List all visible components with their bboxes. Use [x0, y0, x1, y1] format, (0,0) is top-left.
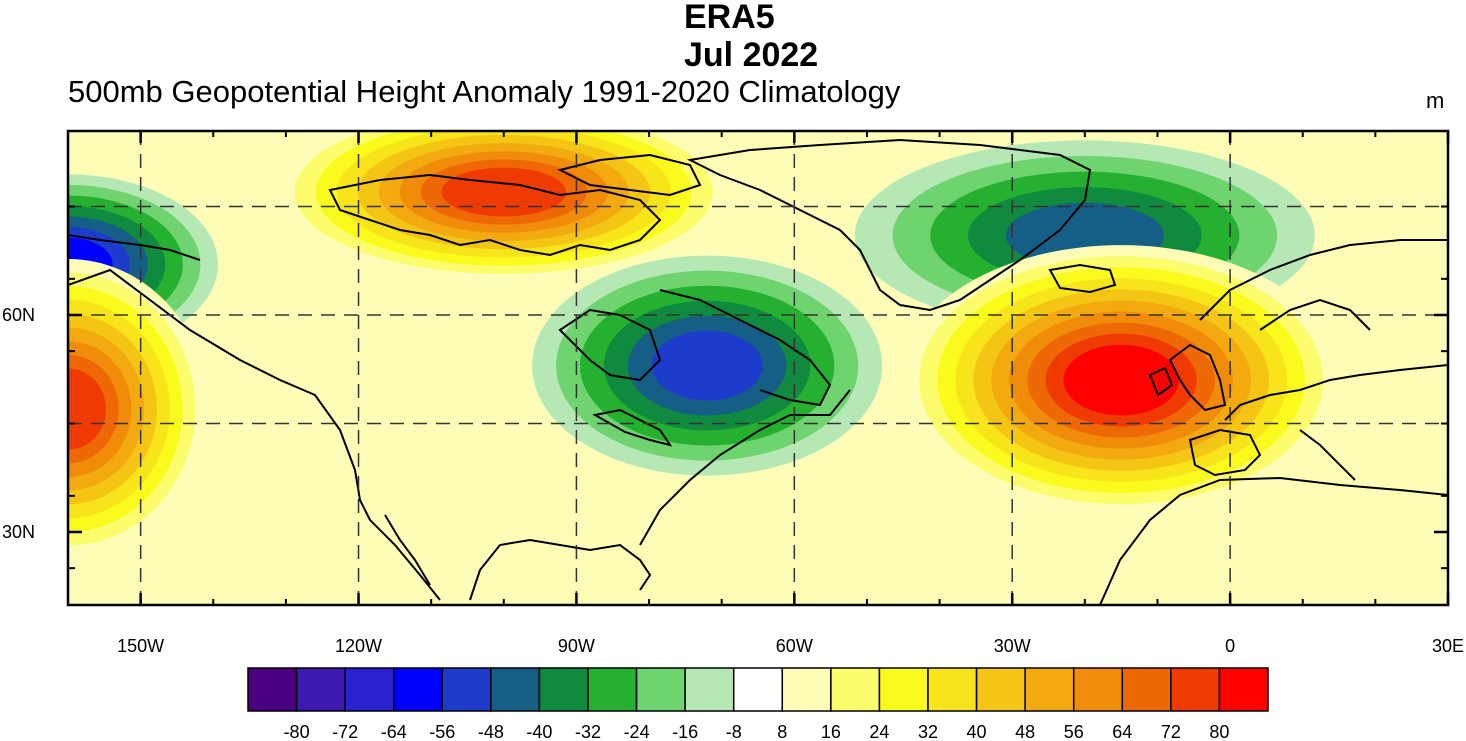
colorbar-swatch: [781, 667, 832, 712]
colorbar-label: -32: [575, 722, 601, 741]
colorbar-label: -48: [478, 722, 504, 741]
colorbar-swatch: [975, 667, 1026, 712]
lon-tick-label: 30E: [1432, 636, 1464, 656]
colorbar-label: 24: [869, 722, 889, 741]
us-east-coast: [639, 389, 851, 546]
labrador: [659, 289, 832, 407]
colorbar-label: -80: [284, 722, 310, 741]
lon-tick-label: 120W: [335, 636, 382, 656]
colorbar-swatch: [538, 667, 589, 712]
hudson-bay: [558, 308, 662, 382]
ireland: [1148, 366, 1174, 397]
colorbar-swatch: [684, 667, 735, 712]
great-lakes: [592, 408, 673, 447]
colorbar-label: -8: [726, 722, 742, 741]
colorbar-label: 72: [1161, 722, 1181, 741]
colorbar-label: -40: [526, 722, 552, 741]
colorbar-swatch: [927, 667, 978, 712]
colorbar-swatch: [1072, 667, 1124, 712]
scandinavia-south: [1259, 298, 1371, 331]
colorbar-swatch: [1121, 667, 1172, 712]
colorbar-label: 8: [777, 722, 787, 741]
baja-coast: [384, 514, 431, 586]
coastlines: [68, 138, 1448, 605]
colorbar-label: 16: [821, 722, 841, 741]
colorbar-label: 80: [1209, 722, 1229, 741]
lat-tick-label: 30N: [2, 522, 35, 542]
colorbar-swatch: [247, 667, 298, 712]
colorbar-swatch: [732, 667, 784, 712]
colorbar-swatch: [1024, 667, 1075, 712]
ellesmere: [557, 153, 702, 197]
period-title: Jul 2022: [684, 36, 819, 74]
lat-tick-label: 60N: [2, 305, 35, 325]
lon-tick-label: 90W: [558, 636, 595, 656]
colorbar-swatch: [878, 667, 929, 712]
na-pacific-coast: [68, 268, 441, 601]
colorbar-swatch: [344, 667, 395, 712]
colorbar-swatch: [830, 667, 881, 712]
colorbar-label: 48: [1015, 722, 1035, 741]
colorbar-label: 32: [918, 722, 938, 741]
colorbar-swatch: [295, 667, 346, 712]
colorbar-swatch: [1218, 667, 1269, 712]
lon-tick-label: 30W: [994, 636, 1031, 656]
colorbar-swatch: [1170, 667, 1221, 712]
units-label: m: [1426, 88, 1445, 113]
map-subtitle: 500mb Geopotential Height Anomaly 1991-2…: [68, 74, 901, 109]
map-frame: [66, 129, 1450, 607]
contour-band: [651, 330, 763, 401]
colorbar-label: -56: [429, 722, 455, 741]
italy: [1299, 429, 1356, 481]
colorbar-swatch: [635, 667, 686, 712]
colorbar-label: 64: [1112, 722, 1132, 741]
great-britain: [1168, 343, 1227, 412]
contour-band: [1063, 344, 1179, 416]
colorbar-swatch: [441, 667, 492, 712]
gulf-coast: [469, 538, 652, 601]
colorbar-label: 40: [967, 722, 987, 741]
africa-coast: [1099, 476, 1448, 605]
axis-ticks: 150W 120W 90W 60W 30W 0 30E 60N 30N: [2, 131, 1464, 656]
colorbar-label: 56: [1064, 722, 1084, 741]
alaska: [68, 234, 201, 261]
colorbar-swatch: [587, 667, 638, 712]
scandinavia: [1199, 239, 1448, 321]
colorbar-label: -16: [672, 722, 698, 741]
colorbar-swatch: [392, 667, 444, 712]
contour-band: [68, 368, 106, 450]
lon-tick-label: 60W: [776, 636, 813, 656]
grid-lines: [68, 131, 1448, 605]
iberia: [1188, 428, 1262, 477]
arctic-islands: [328, 173, 662, 257]
greenland: [686, 138, 1092, 312]
colorbar: -80 -72 -64 -56 -48 -40 -32 -24 -16 -8 8 16 24 32 40 48…: [247, 667, 1269, 741]
colorbar-label: -72: [332, 722, 358, 741]
europe-coast: [1224, 364, 1448, 421]
colorbar-label: -24: [624, 722, 650, 741]
lon-tick-label: 0: [1225, 636, 1235, 656]
dataset-title: ERA5: [684, 0, 775, 36]
iceland: [1048, 263, 1117, 294]
colorbar-label: -64: [381, 722, 407, 741]
lon-tick-label: 150W: [117, 636, 164, 656]
colorbar-swatch: [490, 667, 541, 712]
